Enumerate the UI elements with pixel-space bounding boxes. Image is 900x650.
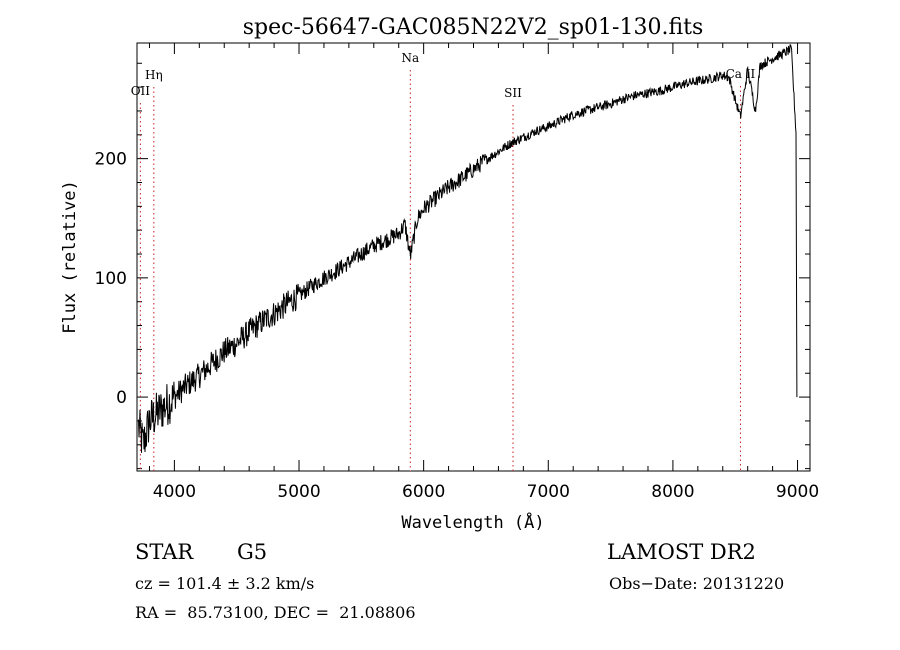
chart-title: spec-56647-GAC085N22V2_sp01-130.fits: [243, 15, 704, 40]
marker-label: Na: [401, 51, 419, 65]
spectrum-series: [138, 44, 798, 453]
observation-date: Obs−Date: 20131220: [609, 574, 785, 593]
y-tick-label: 0: [116, 388, 127, 408]
y-axis-label: Flux (relative): [60, 180, 80, 334]
y-tick-label: 100: [95, 269, 127, 289]
coordinates-readout: RA = 85.73100, DEC = 21.08806: [135, 603, 416, 622]
x-tick-label: 6000: [402, 482, 445, 502]
marker-label: Hη: [145, 68, 163, 82]
x-tick-label: 9000: [776, 482, 819, 502]
x-tick-label: 4000: [153, 482, 196, 502]
subclass: G5: [237, 540, 268, 564]
redshift-readout: cz = 101.4 ± 3.2 km/s: [135, 574, 315, 593]
y-tick-label: 200: [95, 150, 127, 170]
x-tick-label: 5000: [277, 482, 320, 502]
axis-ticks: [137, 43, 810, 471]
plot-frame: [136, 42, 811, 472]
marker-label: SII: [504, 86, 522, 100]
tick-labels: 4000 5000 6000 7000 8000 9000 0 100 200: [95, 150, 820, 502]
x-tick-label: 7000: [527, 482, 570, 502]
object-class: STAR: [135, 540, 194, 564]
survey-name: LAMOST DR2: [607, 540, 756, 564]
spectrum-line: [138, 44, 798, 453]
marker-label: OII: [131, 84, 151, 98]
x-axis-label: Wavelength (Å): [401, 511, 544, 533]
x-tick-label: 8000: [651, 482, 694, 502]
